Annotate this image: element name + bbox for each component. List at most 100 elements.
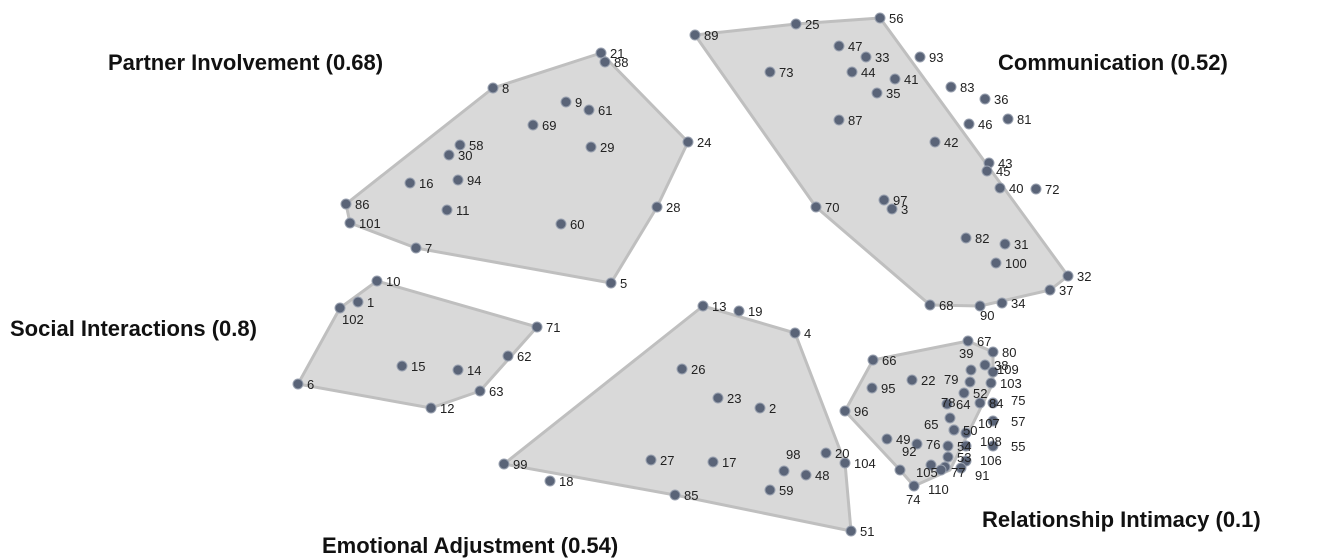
point-label-40: 40 — [1009, 181, 1023, 196]
point-label-88: 88 — [614, 55, 628, 70]
point-label-50: 50 — [963, 423, 977, 438]
point-marker-54 — [942, 440, 954, 452]
point-marker-42 — [929, 136, 941, 148]
point-marker-9 — [560, 96, 572, 108]
point-marker-8 — [487, 82, 499, 94]
point-label-103: 103 — [1000, 376, 1022, 391]
point-label-104: 104 — [854, 456, 876, 471]
point-label-34: 34 — [1011, 296, 1025, 311]
point-marker-13 — [697, 300, 709, 312]
point-marker-81 — [1002, 113, 1014, 125]
point-label-6: 6 — [307, 377, 314, 392]
point-label-68: 68 — [939, 298, 953, 313]
point-marker-51 — [845, 525, 857, 537]
point-label-7: 7 — [425, 241, 432, 256]
point-marker-35 — [871, 87, 883, 99]
point-marker-80 — [987, 346, 999, 358]
point-marker-71 — [531, 321, 543, 333]
point-marker-87 — [833, 114, 845, 126]
point-marker-69 — [527, 119, 539, 131]
point-label-44: 44 — [861, 65, 875, 80]
point-label-13: 13 — [712, 299, 726, 314]
point-marker-45 — [981, 165, 993, 177]
point-label-33: 33 — [875, 50, 889, 65]
point-label-108: 108 — [980, 434, 1002, 449]
point-label-52: 52 — [973, 386, 987, 401]
point-marker-24 — [682, 136, 694, 148]
point-marker-16 — [404, 177, 416, 189]
point-marker-4 — [789, 327, 801, 339]
point-label-32: 32 — [1077, 269, 1091, 284]
point-marker-84 — [974, 397, 986, 409]
cluster-title-communication: Communication (0.52) — [998, 50, 1228, 75]
point-label-59: 59 — [779, 483, 793, 498]
point-label-56: 56 — [889, 11, 903, 26]
point-marker-47 — [833, 40, 845, 52]
point-marker-94 — [452, 174, 464, 186]
point-label-78: 78 — [941, 395, 955, 410]
point-marker-26 — [676, 363, 688, 375]
point-label-98: 98 — [786, 447, 800, 462]
point-marker-96 — [839, 405, 851, 417]
point-label-29: 29 — [600, 140, 614, 155]
point-marker-85 — [669, 489, 681, 501]
point-marker-70 — [810, 201, 822, 213]
point-marker-25 — [790, 18, 802, 30]
point-label-60: 60 — [570, 217, 584, 232]
point-label-35: 35 — [886, 86, 900, 101]
point-marker-92 — [894, 464, 906, 476]
point-marker-44 — [846, 66, 858, 78]
point-label-21: 21 — [610, 46, 624, 61]
cluster-hull-partner — [344, 51, 690, 285]
point-label-72: 72 — [1045, 182, 1059, 197]
point-marker-20 — [820, 447, 832, 459]
point-marker-62 — [502, 350, 514, 362]
point-label-8: 8 — [502, 81, 509, 96]
point-marker-75 — [987, 397, 999, 409]
point-label-90: 90 — [980, 308, 994, 323]
point-label-62: 62 — [517, 349, 531, 364]
point-label-5: 5 — [620, 276, 627, 291]
point-marker-110 — [935, 464, 947, 476]
point-label-85: 85 — [684, 488, 698, 503]
point-marker-91 — [955, 462, 967, 474]
point-marker-82 — [960, 232, 972, 244]
point-marker-97 — [878, 194, 890, 206]
point-marker-66 — [867, 354, 879, 366]
point-label-31: 31 — [1014, 237, 1028, 252]
point-marker-79 — [964, 376, 976, 388]
point-marker-17 — [707, 456, 719, 468]
point-marker-39 — [965, 364, 977, 376]
point-marker-49 — [881, 433, 893, 445]
point-label-96: 96 — [854, 404, 868, 419]
point-label-43: 43 — [998, 156, 1012, 171]
point-marker-64 — [941, 398, 953, 410]
point-marker-93 — [914, 51, 926, 63]
point-label-80: 80 — [1002, 345, 1016, 360]
point-label-48: 48 — [815, 468, 829, 483]
point-label-54: 54 — [957, 439, 971, 454]
point-marker-55 — [987, 440, 999, 452]
point-label-14: 14 — [467, 363, 481, 378]
point-label-22: 22 — [921, 373, 935, 388]
point-label-10: 10 — [386, 274, 400, 289]
point-marker-33 — [860, 51, 872, 63]
point-marker-32 — [1062, 270, 1074, 282]
point-label-19: 19 — [748, 304, 762, 319]
point-marker-73 — [764, 66, 776, 78]
point-label-76: 76 — [926, 437, 940, 452]
point-marker-76 — [911, 438, 923, 450]
point-label-41: 41 — [904, 72, 918, 87]
point-marker-90 — [974, 300, 986, 312]
point-marker-3 — [886, 203, 898, 215]
point-marker-41 — [889, 73, 901, 85]
point-marker-72 — [1030, 183, 1042, 195]
point-label-23: 23 — [727, 391, 741, 406]
point-label-82: 82 — [975, 231, 989, 246]
point-marker-104 — [839, 457, 851, 469]
point-label-24: 24 — [697, 135, 711, 150]
point-label-105: 105 — [916, 465, 938, 480]
point-label-26: 26 — [691, 362, 705, 377]
point-label-12: 12 — [440, 401, 454, 416]
